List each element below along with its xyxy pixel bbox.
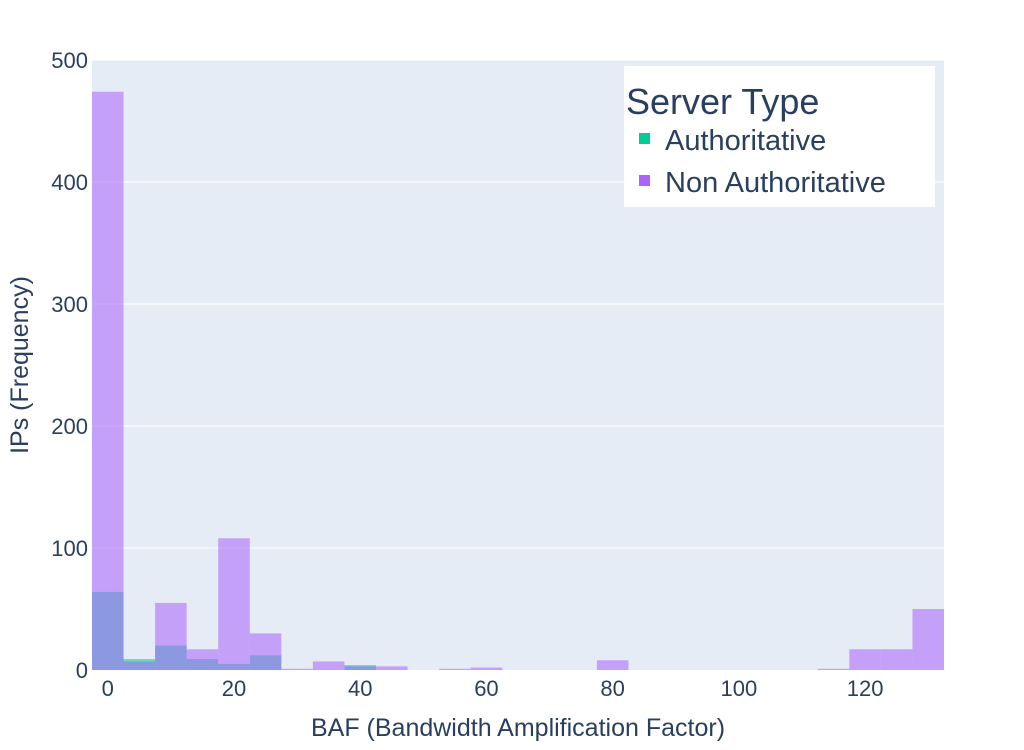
y-tick-label: 0 [76, 658, 88, 683]
x-axis-title: BAF (Bandwidth Amplification Factor) [311, 714, 725, 742]
x-tick-label: 40 [348, 676, 372, 701]
legend-swatch-authoritative[interactable] [639, 133, 650, 144]
non-authoritative-bar[interactable] [281, 668, 313, 670]
non-authoritative-bar[interactable] [849, 649, 881, 670]
y-tick-label: 200 [51, 414, 88, 439]
non-authoritative-bar[interactable] [249, 633, 282, 670]
legend: Server Type Authoritative Non Authoritat… [624, 66, 935, 207]
non-authoritative-bar[interactable] [92, 91, 124, 671]
non-authoritative-bar[interactable] [912, 609, 944, 670]
x-tick-label: 80 [600, 676, 624, 701]
x-tick-labels: 0 20 40 60 80 100 120 [102, 676, 884, 701]
y-tick-label: 500 [51, 48, 88, 73]
non-authoritative-bar[interactable] [439, 668, 471, 670]
x-tick-label: 100 [721, 676, 758, 701]
non-authoritative-bar[interactable] [218, 538, 250, 670]
legend-label-authoritative[interactable]: Authoritative [665, 125, 826, 157]
non-authoritative-bar[interactable] [123, 661, 156, 670]
x-tick-label: 120 [847, 676, 884, 701]
non-authoritative-bar[interactable] [817, 668, 850, 670]
y-tick-label: 400 [51, 170, 88, 195]
y-axis-title: IPs (Frequency) [6, 276, 34, 454]
non-authoritative-bar[interactable] [880, 649, 913, 670]
non-authoritative-bar[interactable] [344, 666, 376, 670]
y-tick-labels: 0 100 200 300 400 500 [51, 48, 88, 683]
legend-title: Server Type [626, 81, 819, 122]
non-authoritative-bars [92, 91, 944, 671]
non-authoritative-bar[interactable] [186, 649, 219, 670]
non-authoritative-bar[interactable] [470, 667, 503, 670]
y-tick-label: 100 [51, 536, 88, 561]
x-tick-label: 0 [102, 676, 114, 701]
x-tick-label: 20 [222, 676, 246, 701]
non-authoritative-bar[interactable] [376, 666, 408, 670]
non-authoritative-bar[interactable] [312, 661, 345, 670]
legend-box [624, 66, 935, 207]
legend-label-non-authoritative[interactable]: Non Authoritative [665, 167, 886, 199]
non-authoritative-bar[interactable] [155, 602, 187, 670]
non-authoritative-bar[interactable] [596, 660, 629, 670]
y-tick-label: 300 [51, 292, 88, 317]
legend-swatch-non-authoritative[interactable] [639, 175, 650, 186]
x-tick-label: 60 [474, 676, 498, 701]
